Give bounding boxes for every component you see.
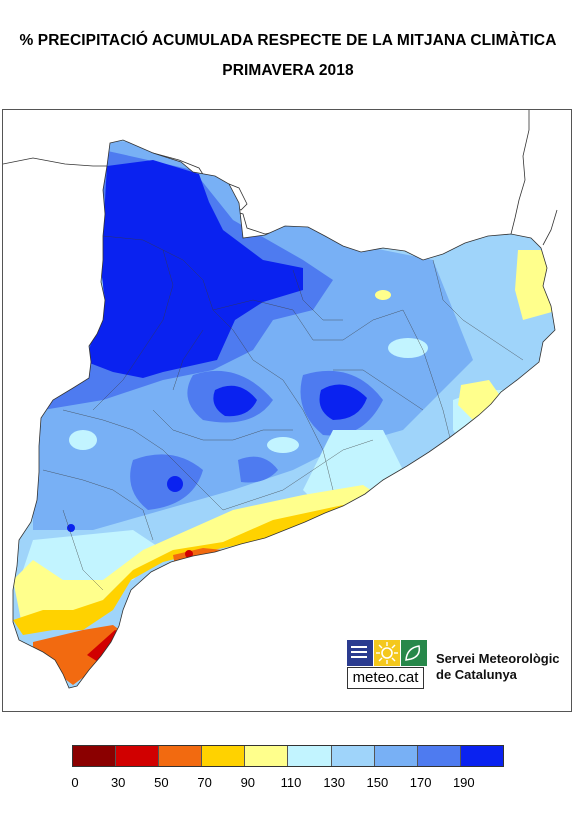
logo-wordmark: meteo.cat [347, 667, 424, 689]
field-110-130 [69, 430, 97, 450]
legend-label: 170 [409, 775, 432, 790]
field-30-50 [185, 550, 193, 558]
organisation-name: Servei Meteorològic de Catalunya [436, 651, 560, 683]
legend-swatch-7 [331, 746, 375, 766]
field-90-110 [515, 250, 555, 320]
organisation-name-line2: de Catalunya [436, 667, 517, 682]
legend-label: 90 [240, 775, 256, 790]
field-170-190 [238, 456, 278, 483]
legend-swatch-1 [73, 746, 117, 766]
field-90-110 [375, 290, 391, 300]
sun-icon [374, 640, 400, 666]
legend-swatch-8 [374, 746, 418, 766]
legend-label: 110 [280, 775, 302, 790]
logo-icon-strip [347, 640, 427, 666]
legend-swatch-6 [288, 746, 332, 766]
legend-label: 50 [154, 775, 169, 790]
field-110-130 [267, 437, 299, 453]
legend-label: 150 [366, 775, 389, 790]
precipitation-map [3, 110, 558, 689]
field-over-190 [67, 524, 75, 532]
meteocat-logo: meteo.cat Servei Meteorològic de Catalun… [347, 640, 576, 692]
legend-label: 190 [452, 775, 475, 790]
field-90-110 [458, 380, 503, 420]
waves-icon [347, 640, 373, 666]
neighbour-borders [3, 110, 558, 246]
comarca-boundaries [42, 235, 524, 591]
field-over-190 [319, 384, 367, 420]
legend-label: 130 [323, 775, 346, 790]
map-subtitle: PRIMAVERA 2018 [222, 62, 354, 79]
legend-color-bar [72, 745, 504, 767]
legend-swatch-3 [159, 746, 203, 766]
field-30-50 [83, 674, 103, 682]
aragon-border [3, 157, 107, 167]
legend-swatch-5 [245, 746, 289, 766]
legend-labels: 0 30 50 70 90 110 130 150 170 190 [0, 775, 576, 793]
legend-swatch-10 [460, 746, 503, 766]
precipitation-fields [13, 140, 555, 688]
field-over-190 [167, 476, 183, 492]
coast-north [542, 209, 558, 246]
legend-swatch-4 [202, 746, 246, 766]
field-110-130 [388, 338, 428, 358]
legend-label: 70 [197, 775, 212, 790]
map-title: % PRECIPITACIÓ ACUMULADA RESPECTE DE LA … [19, 32, 557, 49]
field-over-190 [213, 385, 257, 417]
field-110-130 [303, 430, 403, 510]
legend-label: 0 [71, 775, 79, 790]
france-north-border [510, 110, 530, 235]
map-frame [2, 109, 572, 712]
legend-swatch-2 [116, 746, 160, 766]
field-over-190 [87, 160, 303, 378]
legend-swatch-9 [417, 746, 461, 766]
organisation-name-line1: Servei Meteorològic [436, 651, 560, 666]
field-170-190 [130, 454, 203, 510]
map-title-block: % PRECIPITACIÓ ACUMULADA RESPECTE DE LA … [0, 26, 576, 86]
leaf-icon [401, 640, 427, 666]
legend-label: 30 [110, 775, 126, 790]
